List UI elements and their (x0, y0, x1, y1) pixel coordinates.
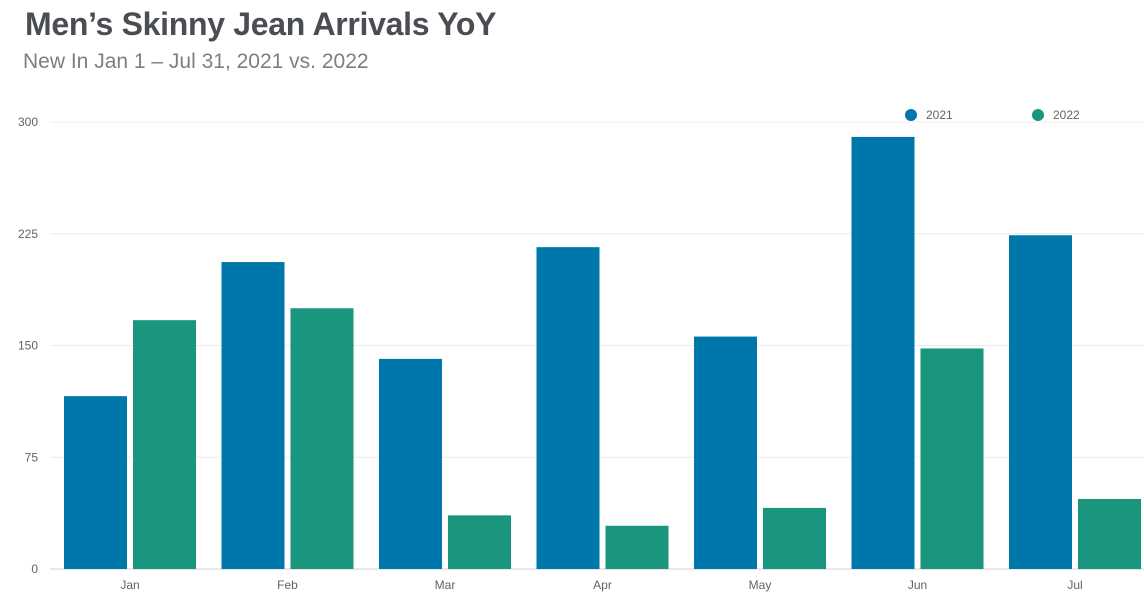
bar-2022-apr (605, 525, 669, 569)
y-tick-label: 75 (25, 450, 39, 464)
legend-marker-2022 (1032, 109, 1044, 121)
legend-label-2021: 2021 (926, 108, 953, 122)
x-tick-label: Jul (1067, 578, 1082, 592)
bar-2022-may (763, 507, 826, 569)
y-tick-label: 0 (31, 562, 38, 576)
bars (64, 136, 1141, 570)
bar-2021-feb (221, 262, 285, 569)
x-tick-label: May (749, 578, 772, 592)
legend-marker-2021 (905, 109, 917, 121)
x-tick-label: Jan (120, 578, 139, 592)
x-tick-label: Apr (593, 578, 612, 592)
x-axis: Jan Feb Mar Apr May Jun Jul (120, 578, 1082, 592)
y-tick-label: 300 (18, 115, 38, 129)
x-tick-label: Jun (908, 578, 927, 592)
bar-2022-jun (920, 348, 984, 569)
legend-label-2022: 2022 (1053, 108, 1080, 122)
y-tick-label: 150 (18, 339, 38, 353)
bar-2021-jul (1009, 235, 1072, 570)
bar-2022-mar (448, 515, 511, 569)
x-tick-label: Feb (277, 578, 298, 592)
bar-2022-jul (1078, 498, 1141, 569)
bar-2021-apr (536, 247, 600, 569)
bar-2021-may (694, 336, 757, 569)
y-axis: 0 75 150 225 300 (18, 115, 38, 576)
bar-2022-jan (133, 320, 196, 569)
chart-subtitle: New In Jan 1 – Jul 31, 2021 vs. 2022 (23, 50, 369, 73)
y-tick-label: 225 (18, 227, 38, 241)
bar-2022-feb (290, 308, 354, 569)
bar-2021-jan (64, 396, 127, 569)
bar-2021-mar (379, 358, 442, 569)
bar-2021-jun (851, 136, 915, 569)
legend: 2021 2022 (905, 108, 1080, 122)
chart-title: Men’s Skinny Jean Arrivals YoY (25, 6, 497, 42)
x-tick-label: Mar (435, 578, 456, 592)
